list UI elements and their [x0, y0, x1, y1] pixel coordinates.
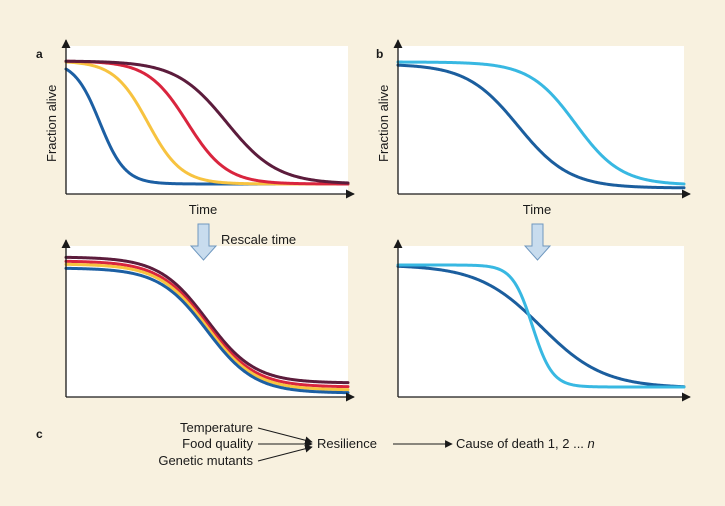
cause-of-death-n: n — [588, 436, 595, 451]
rescale-time-label: Rescale time — [221, 232, 296, 247]
survival-curve-a-top-maroon — [64, 59, 350, 185]
curves-a-top — [64, 59, 350, 186]
arrow-mutants-to-resilience — [257, 445, 313, 462]
cause-of-death-prefix: Cause of death 1, 2 ... — [456, 436, 588, 451]
input-genetic-mutants: Genetic mutants — [158, 453, 253, 468]
plot-area-a-top — [66, 46, 348, 194]
input-food-quality: Food quality — [182, 436, 253, 451]
plot-area-b-top — [398, 46, 684, 194]
survival-curve-a-bottom-yellow — [64, 262, 350, 392]
rescale-arrow-b — [523, 223, 552, 261]
cause-of-death-label: Cause of death 1, 2 ... n — [456, 436, 595, 451]
y-axis-label-a: Fraction alive — [44, 85, 59, 162]
panel-letter-c: c — [36, 427, 43, 441]
y-axis-label-b: Fraction alive — [376, 85, 391, 162]
survival-curve-b-bottom-dark-blue — [396, 264, 686, 389]
survival-curve-b-bottom-light-blue — [396, 263, 686, 389]
survival-curve-a-bottom-red — [64, 259, 350, 389]
survival-curve-a-bottom-maroon — [64, 255, 350, 385]
arrow-temperature-to-resilience — [257, 427, 313, 444]
x-axis-label-a: Time — [189, 202, 217, 217]
x-axis-label-b: Time — [523, 202, 551, 217]
input-temperature: Temperature — [180, 420, 253, 435]
survival-curve-a-bottom-blue — [64, 266, 350, 395]
panel-letter-b: b — [376, 47, 383, 61]
survival-curve-b-top-dark-blue — [396, 63, 686, 190]
resilience-label: Resilience — [317, 436, 377, 451]
panel-letter-a: a — [36, 47, 43, 61]
survival-curve-b-top-light-blue — [396, 60, 686, 186]
curves-b-bottom — [396, 263, 686, 389]
curves-b-top — [396, 60, 686, 190]
rescale-arrow-a — [189, 223, 218, 261]
curves-a-bottom — [64, 255, 350, 395]
